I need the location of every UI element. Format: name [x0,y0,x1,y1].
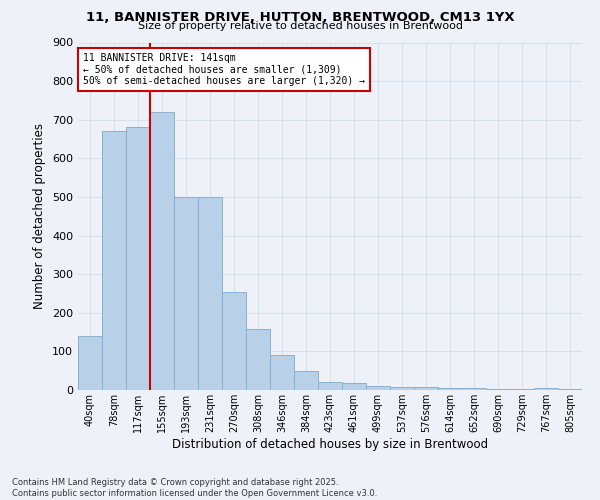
Bar [222,292,246,390]
Bar [198,197,222,390]
Bar [246,329,270,390]
Bar [150,112,174,390]
Bar [414,387,438,390]
Bar [534,388,558,390]
Y-axis label: Number of detached properties: Number of detached properties [34,123,46,309]
Bar [174,197,198,390]
Bar [462,388,486,390]
Bar [438,388,462,390]
Bar [126,128,150,390]
Bar [486,389,510,390]
Bar [342,384,366,390]
Text: Size of property relative to detached houses in Brentwood: Size of property relative to detached ho… [137,21,463,31]
Bar [510,389,534,390]
Text: 11, BANNISTER DRIVE, HUTTON, BRENTWOOD, CM13 1YX: 11, BANNISTER DRIVE, HUTTON, BRENTWOOD, … [86,11,514,24]
Bar [558,389,582,390]
Bar [294,370,318,390]
Text: 11 BANNISTER DRIVE: 141sqm
← 50% of detached houses are smaller (1,309)
50% of s: 11 BANNISTER DRIVE: 141sqm ← 50% of deta… [83,53,365,86]
Bar [78,336,102,390]
Bar [390,387,414,390]
Text: Contains HM Land Registry data © Crown copyright and database right 2025.
Contai: Contains HM Land Registry data © Crown c… [12,478,377,498]
Bar [366,386,390,390]
Bar [318,382,342,390]
X-axis label: Distribution of detached houses by size in Brentwood: Distribution of detached houses by size … [172,438,488,450]
Bar [270,355,294,390]
Bar [102,132,126,390]
